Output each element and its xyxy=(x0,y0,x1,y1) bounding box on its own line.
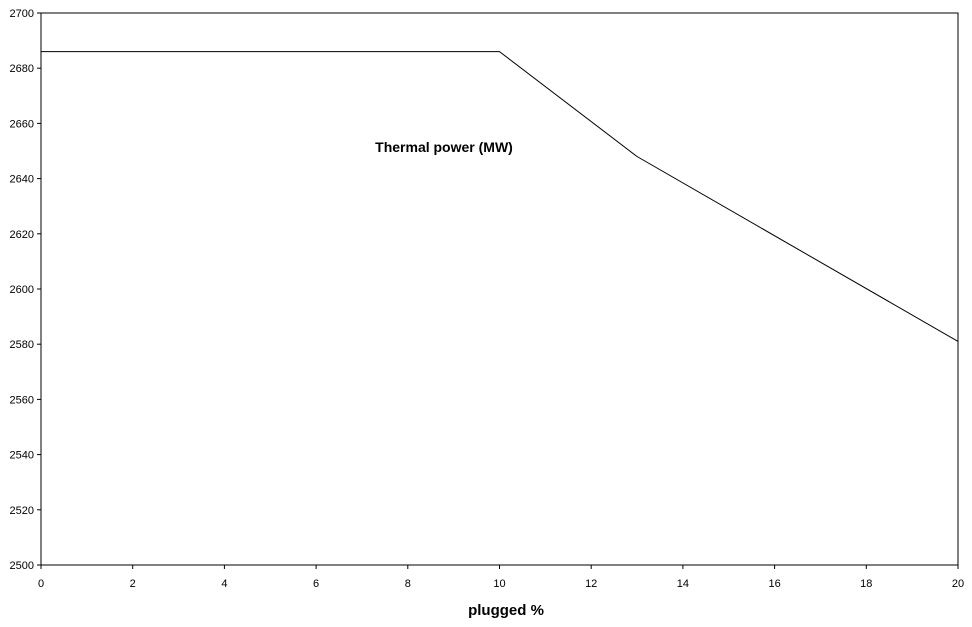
x-tick-label: 0 xyxy=(38,578,44,590)
series-layer xyxy=(41,51,959,342)
x-tick-label: 6 xyxy=(313,578,319,590)
y-tick-label: 2540 xyxy=(10,450,34,462)
plot-area xyxy=(40,12,959,566)
x-axis-title: plugged % xyxy=(468,602,544,619)
y-tick-label: 2560 xyxy=(10,394,34,406)
y-tick-label: 2500 xyxy=(10,560,34,572)
x-tick-label: 12 xyxy=(585,578,597,590)
y-tick-label: 2580 xyxy=(10,339,34,351)
y-tick-label: 2660 xyxy=(10,118,34,130)
x-tick-label: 20 xyxy=(952,578,964,590)
y-axis-ticks: 2500 2520 2540 2560 2580 2600 2620 2640 2660 2680… xyxy=(10,8,41,572)
x-axis-ticks: 0 2 4 6 8 10 12 14 16 18 20 xyxy=(38,565,964,590)
y-tick-label: 2600 xyxy=(10,284,34,296)
x-tick-label: 10 xyxy=(493,578,505,590)
series-annotation: Thermal power (MW) xyxy=(375,139,513,155)
y-tick-label: 2640 xyxy=(10,174,34,186)
x-tick-label: 8 xyxy=(405,578,411,590)
x-tick-label: 14 xyxy=(677,578,689,590)
y-tick-label: 2680 xyxy=(10,63,34,75)
y-tick-label: 2700 xyxy=(10,8,34,20)
x-tick-label: 2 xyxy=(130,578,136,590)
y-tick-label: 2520 xyxy=(10,505,34,517)
x-tick-label: 18 xyxy=(860,578,872,590)
x-tick-label: 16 xyxy=(768,578,780,590)
y-tick-label: 2620 xyxy=(10,229,34,241)
series-line xyxy=(41,51,959,342)
x-tick-label: 4 xyxy=(221,578,227,590)
